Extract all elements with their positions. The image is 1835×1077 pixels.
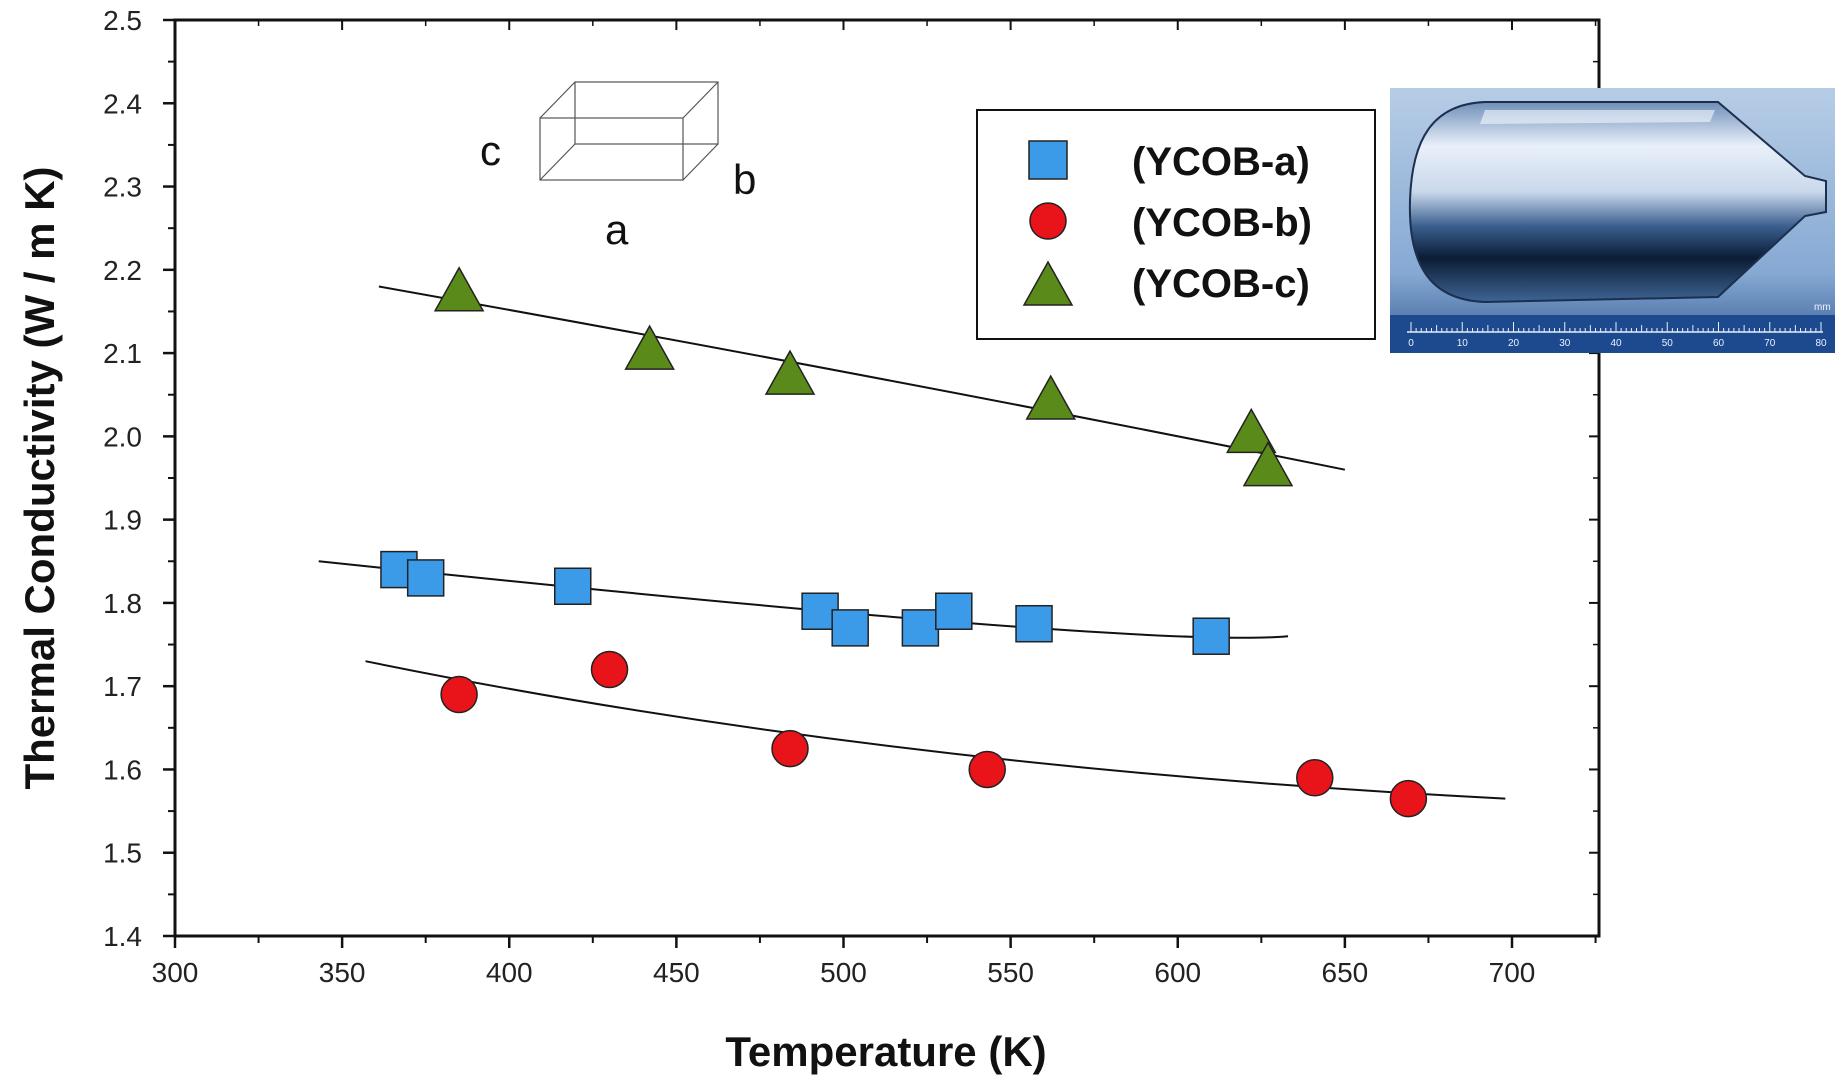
point-ycob-c [1242, 441, 1294, 487]
ruler-label: 50 [1662, 338, 1674, 349]
y-tick-label: 2.3 [103, 172, 142, 203]
point-ycob-a [831, 609, 869, 647]
legend-marker-square [1028, 140, 1068, 180]
ruler-label: 10 [1457, 338, 1469, 349]
ruler-label: 60 [1713, 338, 1725, 349]
x-tick-label: 550 [987, 957, 1034, 988]
ruler-label: 40 [1610, 338, 1622, 349]
data-points [380, 266, 1428, 818]
y-tick-label: 1.4 [103, 921, 142, 952]
y-tick-label: 2.4 [103, 88, 142, 119]
fit-line-c [378, 285, 1346, 471]
x-axis: 300 350 400 450 500 550 600 650 700 [152, 20, 1597, 988]
x-tick-label: 400 [486, 957, 533, 988]
y-tick-label: 2.1 [103, 338, 142, 369]
x-tick-label: 350 [319, 957, 366, 988]
legend-label-ycob-b: (YCOB-b) [1132, 201, 1312, 245]
y-tick-label: 2.0 [103, 421, 142, 452]
x-tick-label: 300 [152, 957, 199, 988]
y-tick-label: 1.8 [103, 588, 142, 619]
ruler-labels: 0 10 20 30 40 50 60 70 80 [1408, 338, 1827, 349]
point-ycob-c [1025, 374, 1077, 420]
y-tick-label: 1.7 [103, 671, 142, 702]
x-tick-label: 500 [820, 957, 867, 988]
point-ycob-b [968, 750, 1006, 789]
legend: (YCOB-a) (YCOB-b) (YCOB-c) [976, 109, 1376, 340]
point-ycob-a [1192, 617, 1230, 655]
y-tick-label: 1.6 [103, 754, 142, 785]
legend-label-ycob-a: (YCOB-a) [1132, 140, 1310, 184]
point-ycob-a [406, 559, 445, 597]
x-tick-label: 600 [1154, 957, 1201, 988]
ruler-label: 30 [1559, 338, 1571, 349]
ruler-label: 80 [1815, 338, 1827, 349]
point-ycob-c [764, 349, 816, 395]
legend-label-ycob-c: (YCOB-c) [1132, 262, 1310, 306]
x-tick-label: 450 [653, 957, 700, 988]
fit-lines [318, 285, 1506, 800]
axis-label-c: c [480, 127, 501, 174]
point-ycob-b [771, 729, 809, 768]
crystal-body [1408, 101, 1827, 304]
ycob-crystal-photo: 0 10 20 30 40 50 60 70 80 mm [1390, 88, 1835, 353]
axis-label-b: b [733, 156, 756, 203]
ruler-label: 0 [1408, 338, 1414, 349]
x-tick-label: 650 [1322, 957, 1369, 988]
plot-frame [173, 18, 1601, 938]
legend-marker-circle [1029, 202, 1067, 240]
ruler-unit: mm [1814, 302, 1831, 313]
point-ycob-a [554, 567, 592, 606]
y-tick-label: 1.5 [103, 838, 142, 869]
point-ycob-a [1015, 604, 1053, 643]
fit-line-b [365, 660, 1506, 800]
crystal-axes-inset: c b a [480, 81, 756, 253]
y-axis: 1.4 1.5 1.6 1.7 1.8 1.9 2.0 2.1 2.2 2.3 2.4 2.5 [103, 5, 1599, 952]
fit-line-a [318, 560, 1289, 639]
legend-marker-triangle [1022, 260, 1074, 306]
point-ycob-a [901, 609, 940, 647]
y-tick-label: 2.2 [103, 255, 142, 286]
point-ycob-b [1296, 759, 1334, 797]
ruler-label: 70 [1764, 338, 1776, 349]
x-axis-title: Temperature (K) [725, 1028, 1046, 1075]
y-axis-title: Thermal Conductivity (W / m K) [16, 166, 63, 789]
point-ycob-b [590, 650, 629, 689]
point-ycob-c [1226, 407, 1277, 454]
point-ycob-b [1389, 779, 1428, 818]
point-ycob-c [433, 266, 485, 312]
ruler-scale [1410, 322, 1822, 332]
x-tick-label: 700 [1489, 957, 1536, 988]
y-tick-label: 1.9 [103, 505, 142, 536]
ruler-label: 20 [1508, 338, 1520, 349]
wireframe-box-icon [539, 81, 719, 181]
point-ycob-b [440, 675, 478, 714]
point-ycob-a [935, 592, 973, 630]
axis-label-a: a [605, 206, 629, 253]
point-ycob-c [624, 324, 675, 370]
y-tick-label: 2.5 [103, 5, 142, 36]
